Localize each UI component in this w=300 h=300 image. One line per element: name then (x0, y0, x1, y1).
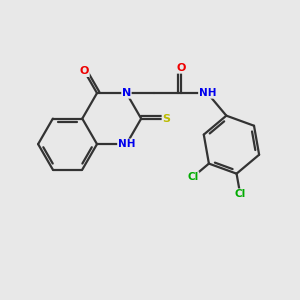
Text: O: O (80, 66, 89, 76)
Text: NH: NH (118, 139, 135, 149)
Text: N: N (122, 88, 131, 98)
Text: Cl: Cl (235, 189, 246, 199)
Text: Cl: Cl (188, 172, 199, 182)
Text: O: O (176, 63, 186, 73)
Text: NH: NH (199, 88, 216, 98)
Text: S: S (162, 114, 170, 124)
